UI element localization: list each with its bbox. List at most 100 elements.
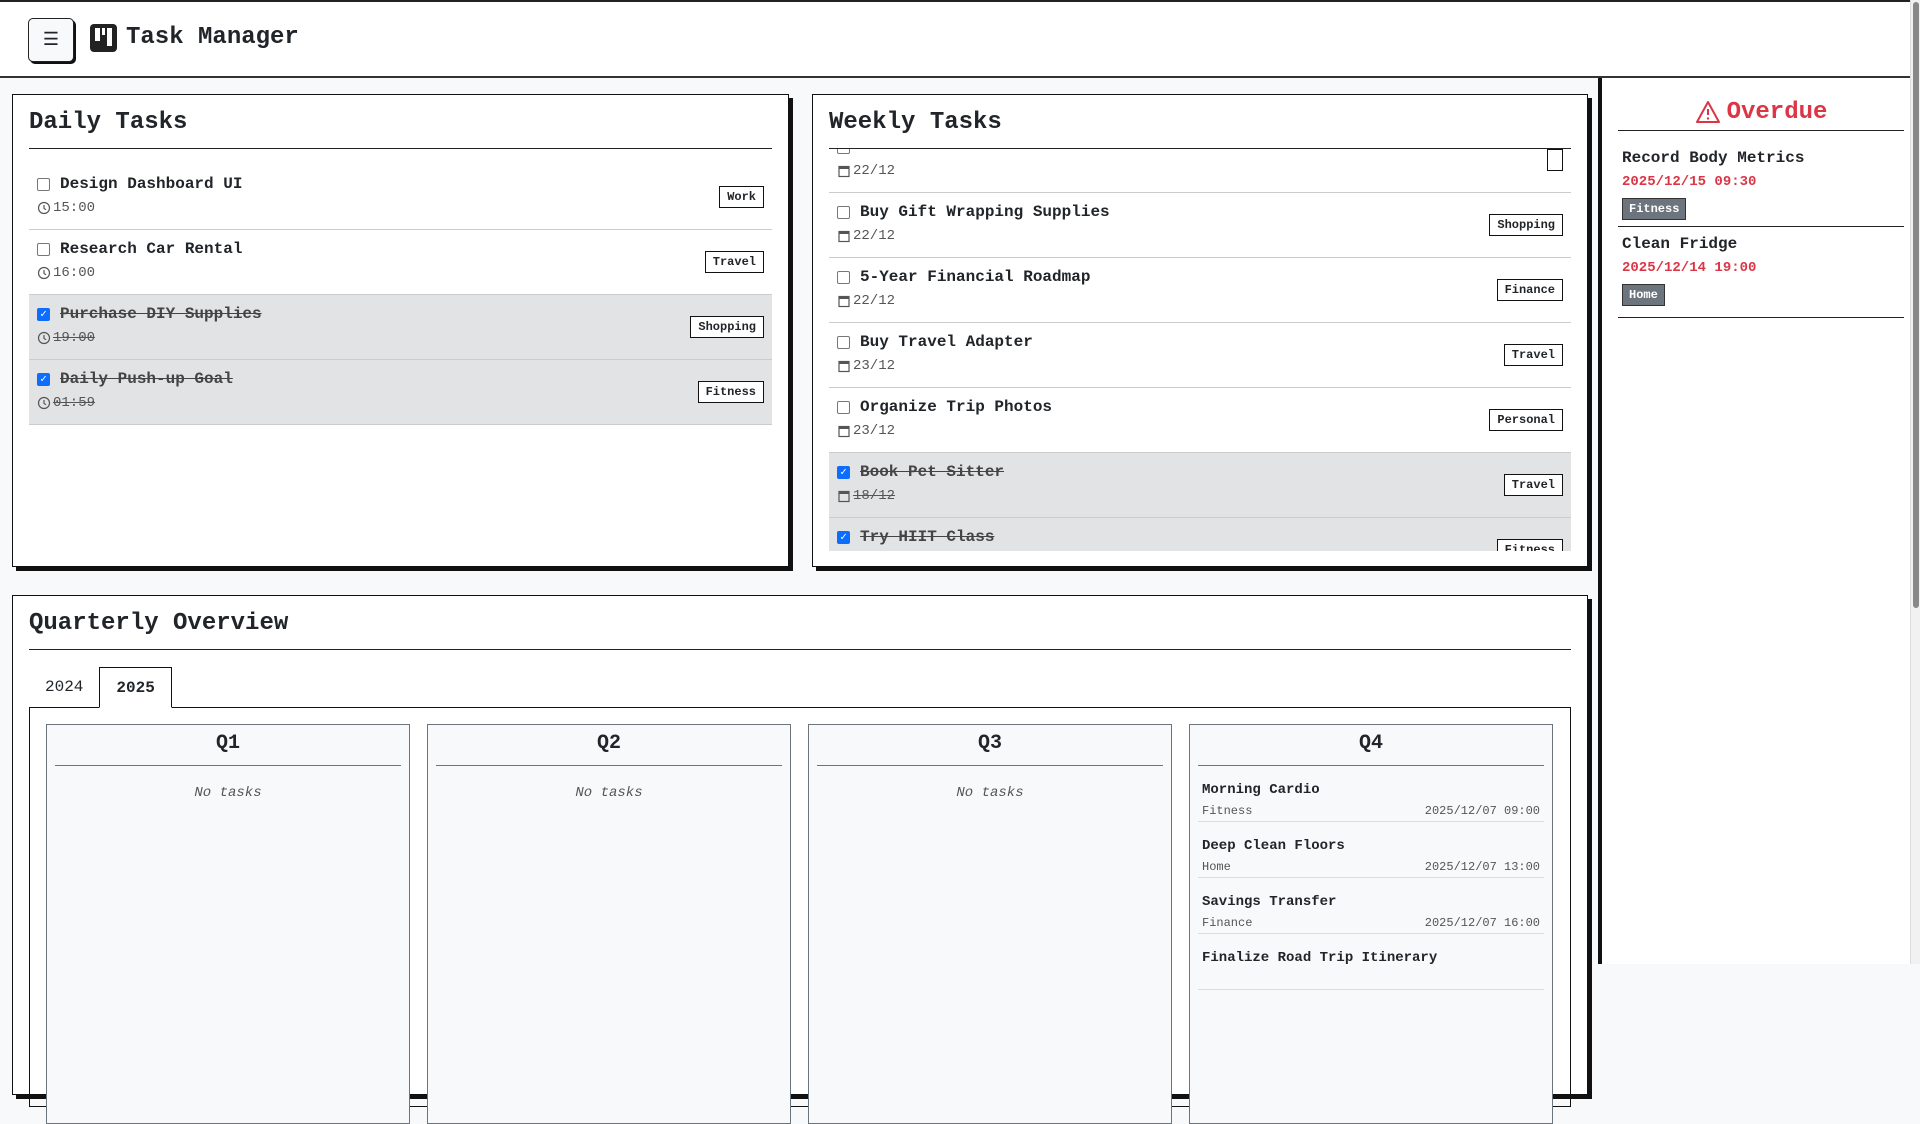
overdue-list: Record Body Metrics 2025/12/15 09:30 Fitne… xyxy=(1618,131,1904,318)
quarter-task-meta: Finance 2025/12/07 16:00 xyxy=(1202,916,1540,930)
task-time: 16:00 xyxy=(37,265,95,281)
overdue-item[interactable]: Clean Fridge 2025/12/14 19:00 Home xyxy=(1618,227,1904,318)
task-tag: Finance xyxy=(1496,279,1563,301)
hamburger-icon: ☰ xyxy=(42,31,60,51)
clock-icon xyxy=(37,266,51,280)
calendar-icon xyxy=(837,424,851,438)
task-tag: Fitness xyxy=(1496,539,1563,551)
daily-task-list: Design Dashboard UI 15:00 Work Research Car… xyxy=(29,165,772,425)
task-date: 23/12 xyxy=(837,358,895,374)
task-row: Organize Trip Photos 23/12 Personal xyxy=(829,388,1571,453)
quarter-q2: Q2 No tasks xyxy=(427,724,791,1124)
quarter-title: Q4 xyxy=(1198,725,1544,766)
calendar-icon xyxy=(837,489,851,503)
task-row: Buy Travel Adapter 23/12 Travel xyxy=(829,323,1571,388)
task-row: ✓ Try HIIT Class Fitness xyxy=(829,518,1571,551)
quarter-task-title: Finalize Road Trip Itinerary xyxy=(1202,950,1438,966)
task-date-text: 22/12 xyxy=(853,228,896,244)
quarterly-overview-card: Quarterly Overview 2024 2025 Q1 No tasks Q2… xyxy=(12,595,1588,1124)
no-tasks-label: No tasks xyxy=(956,785,1024,801)
clock-icon xyxy=(37,331,51,345)
task-time: 15:00 xyxy=(37,200,95,216)
task-row: 5-Year Financial Roadmap 22/12 Finance xyxy=(829,258,1571,323)
quarter-title: Q3 xyxy=(817,725,1163,766)
task-date: 22/12 xyxy=(837,293,895,309)
tab-year-2025[interactable]: 2025 xyxy=(99,667,172,708)
task-title: Organize Trip Photos xyxy=(860,398,1053,416)
quarter-task-title: Morning Cardio xyxy=(1202,782,1320,798)
task-tag: Shopping xyxy=(1489,214,1563,236)
quarter-columns: Q1 No tasks Q2 No tasks Q3 No tasks Q4 Morning … xyxy=(46,724,1554,1124)
calendar-icon xyxy=(837,294,851,308)
overdue-title: Overdue xyxy=(1726,98,1828,126)
task-checkbox[interactable] xyxy=(837,336,850,349)
quarter-task-meta: Fitness 2025/12/07 09:00 xyxy=(1202,804,1540,818)
quarter-q1: Q1 No tasks xyxy=(46,724,410,1124)
scrollbar-thumb[interactable] xyxy=(1913,2,1919,608)
task-title: Try HIIT Class xyxy=(860,528,995,546)
task-title: Book Pet Sitter xyxy=(860,463,1005,481)
task-checkbox[interactable] xyxy=(837,149,850,154)
task-title: 5-Year Financial Roadmap xyxy=(860,268,1091,286)
overdue-item-due: 2025/12/14 19:00 xyxy=(1622,260,1757,276)
daily-tasks-title: Daily Tasks xyxy=(29,95,772,149)
quarter-task-category: Finance xyxy=(1202,916,1253,930)
overdue-item-due: 2025/12/15 09:30 xyxy=(1622,174,1757,190)
task-checkbox[interactable]: ✓ xyxy=(37,308,50,321)
task-row: ✓ Purchase DIY Supplies 19:00 Shopping xyxy=(29,295,772,360)
task-title: Design Dashboard UI xyxy=(60,175,243,193)
quarter-task-datetime: 2025/12/07 13:00 xyxy=(1424,860,1540,874)
quarter-task-title: Deep Clean Floors xyxy=(1202,838,1345,854)
overdue-item-title: Record Body Metrics xyxy=(1622,149,1805,167)
task-time: 19:00 xyxy=(37,330,95,346)
task-date-text: 18/12 xyxy=(853,488,896,504)
app-title: Task Manager xyxy=(126,24,299,51)
task-row: Buy Gift Wrapping Supplies 22/12 Shopping xyxy=(829,193,1571,258)
overdue-item-tag: Home xyxy=(1622,284,1665,306)
task-tag: Fitness xyxy=(697,381,764,403)
weekly-task-list[interactable]: 22/12 Buy Gift Wrapping Supplies 22/12 Shop… xyxy=(829,149,1571,551)
task-date: 22/12 xyxy=(837,163,895,179)
task-row: Design Dashboard UI 15:00 Work xyxy=(29,165,772,230)
overdue-item-tag: Fitness xyxy=(1622,198,1687,220)
overdue-item[interactable]: Record Body Metrics 2025/12/15 09:30 Fitne… xyxy=(1618,131,1904,227)
task-tag: Personal xyxy=(1489,409,1563,431)
quarter-task-title: Savings Transfer xyxy=(1202,894,1337,910)
warning-icon xyxy=(1695,101,1720,123)
task-tag xyxy=(1547,149,1563,171)
task-row: Research Car Rental 16:00 Travel xyxy=(29,230,772,295)
task-date-text: 22/12 xyxy=(853,293,896,309)
task-time-text: 01:59 xyxy=(53,395,96,411)
menu-button[interactable]: ☰ xyxy=(28,18,74,62)
quarter-title: Q2 xyxy=(436,725,782,766)
quarter-q3: Q3 No tasks xyxy=(808,724,1172,1124)
main-content: Daily Tasks Design Dashboard UI 15:00 Work… xyxy=(0,78,1598,1124)
task-time-text: 16:00 xyxy=(53,265,96,281)
task-checkbox[interactable]: ✓ xyxy=(837,466,850,479)
task-checkbox[interactable] xyxy=(837,206,850,219)
daily-tasks-card: Daily Tasks Design Dashboard UI 15:00 Work… xyxy=(12,94,789,567)
quarterly-title: Quarterly Overview xyxy=(29,596,1571,650)
task-checkbox[interactable] xyxy=(37,243,50,256)
task-date-text: 23/12 xyxy=(853,423,896,439)
task-checkbox[interactable] xyxy=(837,271,850,284)
task-date: 23/12 xyxy=(837,423,895,439)
task-checkbox[interactable]: ✓ xyxy=(37,373,50,386)
task-checkbox[interactable] xyxy=(837,401,850,414)
task-checkbox[interactable] xyxy=(37,178,50,191)
task-time: 01:59 xyxy=(37,395,95,411)
quarter-task-item[interactable]: Finalize Road Trip Itinerary xyxy=(1198,934,1544,990)
task-title: Purchase DIY Supplies xyxy=(60,305,262,323)
task-checkbox[interactable]: ✓ xyxy=(837,531,850,544)
task-tag: Shopping xyxy=(690,316,764,338)
quarter-task-item[interactable]: Deep Clean Floors Home 2025/12/07 13:00 xyxy=(1198,822,1544,878)
task-tag: Travel xyxy=(1503,474,1563,496)
calendar-icon xyxy=(837,359,851,373)
quarter-title: Q1 xyxy=(55,725,401,766)
page-scrollbar[interactable] xyxy=(1910,0,1920,964)
tab-year-2024[interactable]: 2024 xyxy=(45,678,84,696)
quarter-task-item[interactable]: Savings Transfer Finance 2025/12/07 16:00 xyxy=(1198,878,1544,934)
task-date: 18/12 xyxy=(837,488,895,504)
quarter-task-item[interactable]: Morning Cardio Fitness 2025/12/07 09:00 xyxy=(1198,766,1544,822)
app-header: ☰ Task Manager xyxy=(0,0,1910,78)
